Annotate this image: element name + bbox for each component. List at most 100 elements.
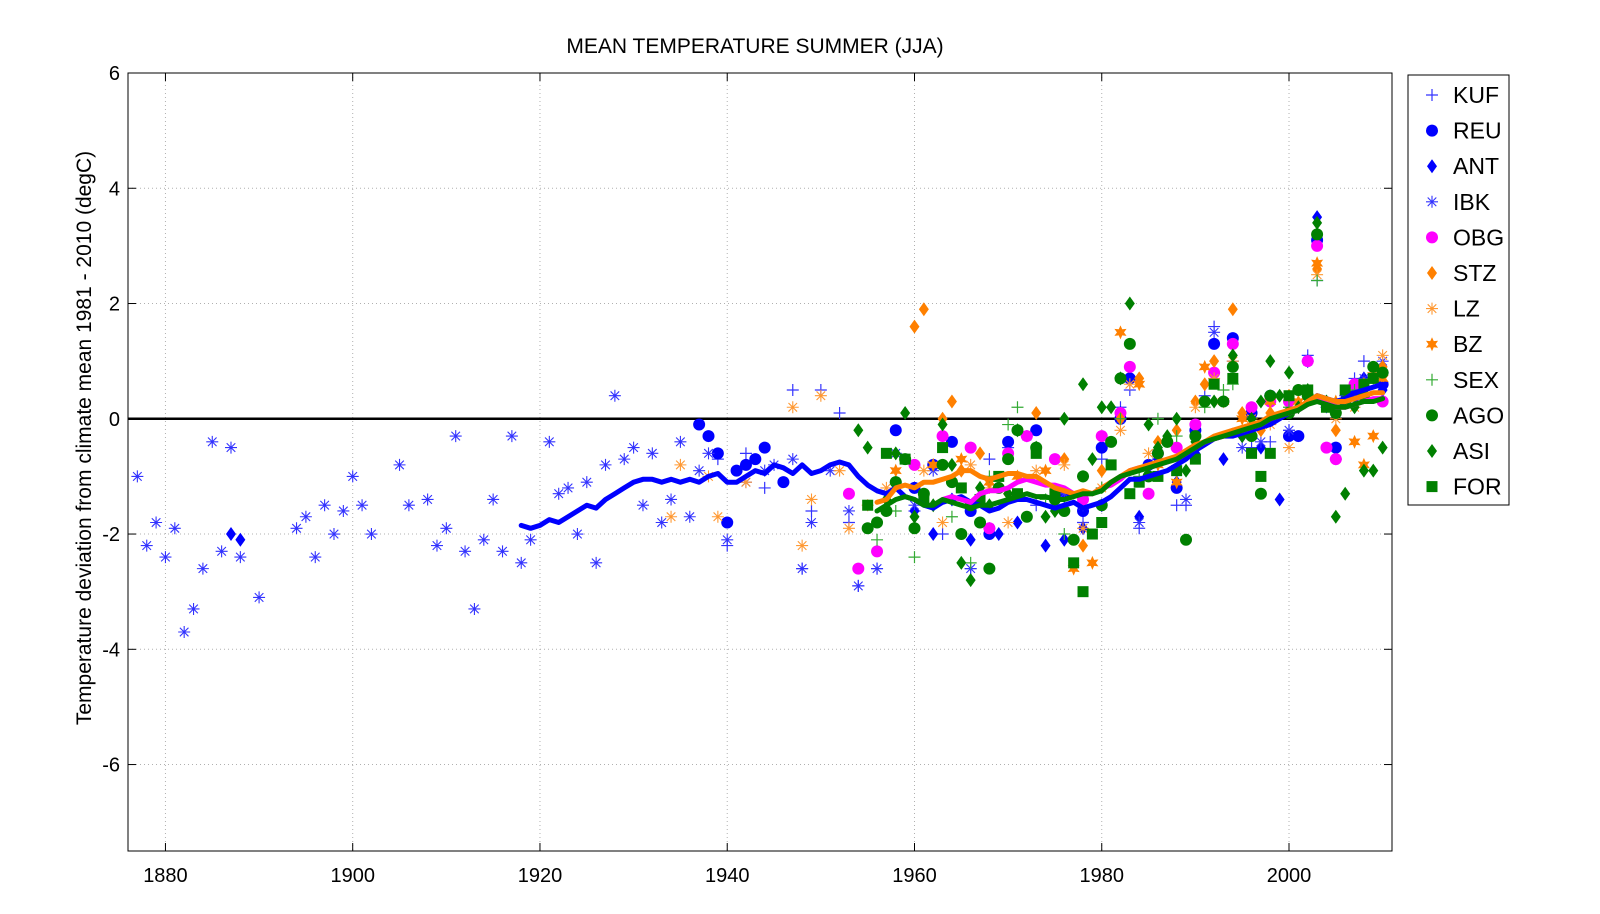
- data-point: [1376, 349, 1389, 362]
- legend-box: [1407, 74, 1510, 506]
- data-point: [1152, 470, 1164, 482]
- data-point: [1002, 435, 1015, 448]
- data-point: [1264, 389, 1277, 402]
- data-point: [1208, 337, 1221, 350]
- data-point: [131, 470, 144, 483]
- data-point: [1209, 354, 1220, 369]
- legend-label: IBK: [1453, 189, 1491, 215]
- data-point: [880, 481, 893, 494]
- data-point: [590, 556, 603, 569]
- data-point: [318, 499, 331, 512]
- x-tick-label: 1880: [143, 865, 188, 887]
- data-point: [833, 464, 846, 477]
- data-point: [1143, 417, 1154, 432]
- data-point: [1058, 528, 1071, 541]
- data-point: [1377, 440, 1388, 455]
- data-point: [871, 533, 884, 546]
- data-point: [487, 493, 500, 506]
- data-point: [224, 441, 237, 454]
- legend-label: SEX: [1453, 367, 1499, 393]
- data-point: [1012, 515, 1023, 530]
- data-point: [1254, 487, 1267, 500]
- data-point: [1048, 453, 1061, 466]
- data-point: [1189, 401, 1202, 414]
- data-point: [234, 551, 247, 564]
- data-point: [1329, 407, 1342, 420]
- data-point: [299, 510, 312, 523]
- data-point: [1123, 378, 1136, 391]
- x-tick-label: 1940: [705, 865, 750, 887]
- data-point: [1105, 435, 1118, 448]
- data-point: [1339, 384, 1351, 396]
- data-point: [1142, 447, 1155, 460]
- data-point: [1227, 372, 1239, 384]
- data-point: [1171, 411, 1182, 426]
- data-point: [693, 464, 706, 477]
- legend-label: REU: [1453, 118, 1502, 144]
- data-point: [1274, 492, 1285, 507]
- data-point: [964, 441, 977, 454]
- series-ibk: [131, 326, 1389, 639]
- data-point: [1180, 533, 1193, 546]
- data-point: [1246, 447, 1258, 459]
- data-point: [955, 528, 968, 541]
- data-point: [853, 423, 864, 438]
- data-point: [739, 476, 752, 489]
- data-point: [140, 539, 153, 552]
- data-point: [974, 516, 987, 529]
- data-point: [983, 522, 996, 535]
- data-point: [1087, 452, 1098, 467]
- data-point: [908, 499, 921, 512]
- data-point: [1226, 337, 1239, 350]
- data-point: [1199, 377, 1210, 392]
- data-point: [983, 562, 996, 575]
- data-point: [721, 533, 734, 546]
- data-point: [1329, 453, 1342, 466]
- data-point: [1096, 463, 1107, 478]
- data-point: [1330, 509, 1341, 524]
- data-point: [965, 532, 976, 547]
- data-point: [908, 522, 921, 535]
- data-point: [580, 476, 593, 489]
- data-point: [1301, 355, 1314, 368]
- data-point: [206, 435, 219, 448]
- data-point: [1078, 377, 1089, 392]
- legend-label: AGO: [1453, 402, 1504, 428]
- data-point: [862, 499, 874, 511]
- data-point: [543, 435, 556, 448]
- data-point: [1320, 441, 1333, 454]
- data-point: [1368, 463, 1379, 478]
- data-point: [1245, 401, 1258, 414]
- data-point: [1077, 470, 1090, 483]
- legend-label: LZ: [1453, 296, 1480, 322]
- data-point: [618, 453, 631, 466]
- data-point: [928, 527, 939, 542]
- data-point: [1011, 488, 1023, 500]
- data-point: [477, 533, 490, 546]
- data-point: [1020, 510, 1033, 523]
- data-point: [777, 476, 790, 489]
- data-point: [702, 430, 715, 443]
- y-tick-label: 2: [109, 294, 120, 316]
- data-point: [852, 579, 865, 592]
- data-point: [824, 464, 837, 477]
- data-point: [430, 539, 443, 552]
- data-point: [946, 394, 957, 409]
- legend-item-kuf: KUF: [1426, 82, 1499, 108]
- legend-item-sex: SEX: [1426, 367, 1499, 393]
- data-point: [1040, 538, 1051, 553]
- data-point: [805, 516, 818, 529]
- data-point: [993, 527, 1004, 542]
- data-point: [365, 528, 378, 541]
- data-point: [1283, 441, 1296, 454]
- data-point: [909, 319, 920, 334]
- data-point: [833, 407, 846, 420]
- data-point: [1095, 441, 1108, 454]
- data-point: [1180, 493, 1193, 506]
- data-point: [1171, 465, 1183, 477]
- data-point: [1367, 360, 1380, 373]
- data-point: [1077, 522, 1090, 535]
- legend-item-reu: REU: [1426, 118, 1502, 144]
